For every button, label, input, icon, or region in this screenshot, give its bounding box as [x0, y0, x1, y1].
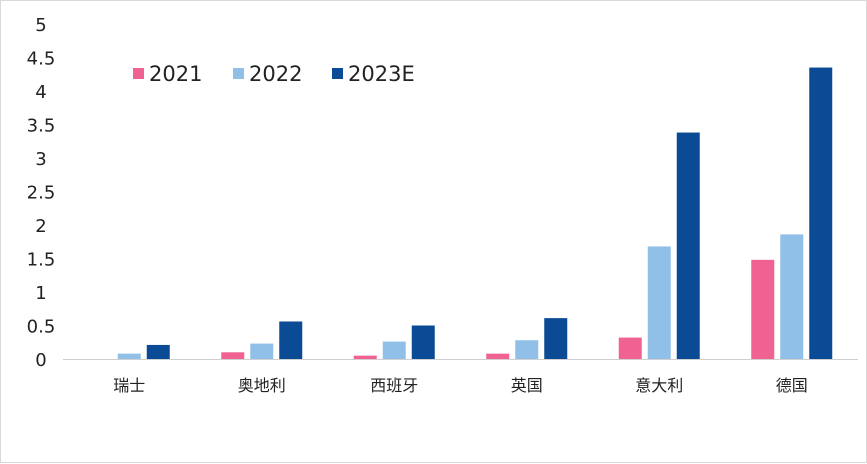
- legend-swatch-2022: [233, 68, 244, 79]
- bar-2023E-5: [809, 67, 833, 360]
- y-tick-label: 3: [35, 149, 46, 170]
- legend-label-2022: 2022: [249, 62, 302, 86]
- bar-2022-1: [250, 343, 274, 359]
- x-category-label: 意大利: [635, 376, 683, 395]
- x-category-label: 德国: [776, 376, 808, 395]
- y-tick-label: 4.5: [27, 49, 56, 70]
- legend: 2021 2022 2023E: [133, 62, 415, 86]
- bar-2021-1: [221, 352, 245, 359]
- bar-2023E-3: [544, 318, 568, 359]
- y-tick-label: 0.5: [27, 317, 56, 338]
- bar-2023E-2: [411, 325, 435, 359]
- y-axis-tick-labels: 0 0.5 1 1.5 2 2.5 3 3.5 4 4.5 5: [27, 15, 56, 371]
- bar-2022-0: [117, 353, 141, 359]
- bar-series-group: [117, 67, 833, 360]
- bar-2022-2: [382, 341, 406, 359]
- legend-label-2021: 2021: [149, 62, 202, 86]
- bar-2023E-4: [676, 132, 700, 359]
- bar-2021-5: [751, 259, 775, 359]
- x-category-label: 奥地利: [238, 376, 286, 395]
- legend-swatch-2021: [133, 68, 144, 79]
- y-tick-label: 3.5: [27, 116, 56, 137]
- y-tick-label: 1.5: [27, 250, 56, 271]
- y-tick-label: 2: [35, 216, 46, 237]
- bar-2021-4: [618, 337, 642, 359]
- x-category-label: 西班牙: [370, 376, 418, 395]
- bar-2022-5: [780, 234, 804, 359]
- bar-2021-3: [486, 353, 510, 359]
- legend-swatch-2023E: [332, 68, 343, 79]
- legend-label-2023E: 2023E: [348, 62, 415, 86]
- y-tick-label: 1: [35, 283, 46, 304]
- bar-2022-3: [515, 340, 539, 359]
- y-tick-label: 2.5: [27, 183, 56, 204]
- bar-2023E-0: [146, 344, 170, 359]
- y-tick-label: 4: [35, 82, 46, 103]
- y-tick-label: 0: [35, 350, 46, 371]
- y-tick-label: 5: [35, 15, 46, 36]
- x-category-label: 英国: [511, 376, 543, 395]
- bar-2022-4: [647, 246, 671, 359]
- x-category-label: 瑞士: [113, 376, 145, 395]
- x-axis-category-labels: 瑞士 奥地利 西班牙 英国 意大利 德国: [113, 376, 808, 395]
- bar-2023E-1: [279, 321, 303, 359]
- bar-2021-2: [353, 355, 377, 359]
